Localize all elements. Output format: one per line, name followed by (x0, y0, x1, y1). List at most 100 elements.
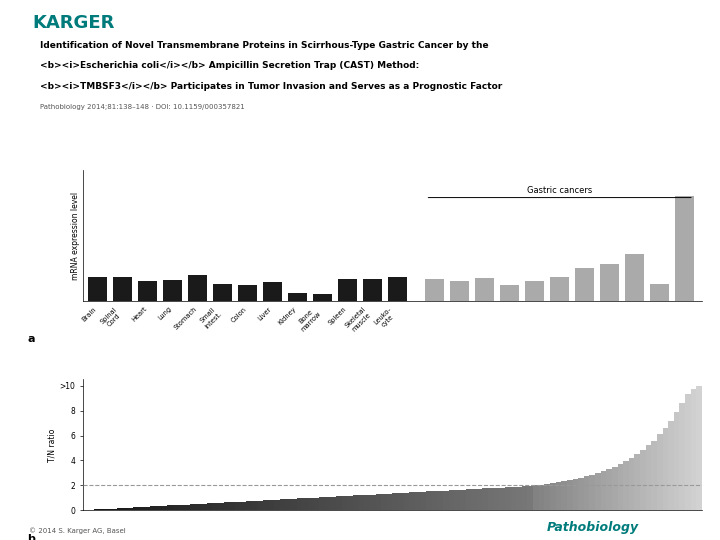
Text: <b><i>Escherichia coli</i></b> Ampicillin Secretion Trap (CAST) Method:: <b><i>Escherichia coli</i></b> Ampicilli… (40, 61, 419, 70)
Bar (494, 488, 500, 510)
Bar (438, 491, 443, 510)
Bar (313, 294, 332, 301)
Bar (319, 497, 325, 510)
Bar (297, 498, 302, 510)
Text: Pathobiology: Pathobiology (547, 521, 639, 534)
Bar (606, 469, 612, 510)
Bar (550, 483, 556, 510)
Bar (415, 492, 420, 510)
Bar (111, 509, 117, 510)
Bar (562, 481, 567, 510)
Bar (163, 280, 182, 301)
Bar (443, 490, 449, 510)
Text: Pathobiology 2014;81:138–148 · DOI: 10.1159/000357821: Pathobiology 2014;81:138–148 · DOI: 10.1… (40, 104, 244, 110)
Bar (128, 508, 133, 510)
Bar (674, 412, 680, 510)
Bar (584, 476, 590, 510)
Bar (229, 502, 235, 510)
Bar (330, 497, 336, 510)
Text: © 2014 S. Karger AG, Basel: © 2014 S. Karger AG, Basel (29, 527, 125, 534)
Bar (640, 450, 646, 510)
Bar (117, 508, 122, 510)
Bar (516, 487, 522, 510)
Bar (274, 500, 280, 510)
Text: <b><i>TMBSF3</i></b> Participates in Tumor Invasion and Serves as a Prognostic F: <b><i>TMBSF3</i></b> Participates in Tum… (40, 82, 502, 91)
Bar (347, 496, 353, 510)
Text: Identification of Novel Transmembrane Proteins in Scirrhous-Type Gastric Cancer : Identification of Novel Transmembrane Pr… (40, 40, 488, 50)
Bar (264, 282, 282, 301)
Bar (139, 507, 145, 510)
Bar (133, 507, 139, 510)
Bar (618, 464, 624, 510)
Bar (364, 495, 370, 510)
Bar (314, 497, 319, 510)
Bar (652, 441, 657, 510)
Bar (381, 494, 387, 510)
Bar (550, 276, 569, 301)
Bar (246, 501, 252, 510)
Bar (500, 285, 519, 301)
Bar (161, 506, 167, 510)
Bar (189, 275, 207, 301)
Bar (488, 488, 494, 510)
Bar (471, 489, 477, 510)
Bar (612, 467, 618, 510)
Bar (420, 492, 426, 510)
Bar (257, 501, 263, 510)
Bar (167, 505, 173, 510)
Bar (190, 504, 195, 510)
Bar (646, 446, 652, 510)
Text: b: b (27, 534, 35, 540)
Bar (238, 285, 257, 301)
Bar (675, 196, 694, 301)
Bar (288, 293, 307, 301)
Bar (325, 497, 330, 510)
Bar (240, 502, 246, 510)
Bar (213, 284, 232, 301)
Bar (590, 475, 595, 510)
Bar (426, 491, 432, 510)
Bar (600, 264, 619, 301)
Bar (685, 394, 690, 510)
Bar (432, 491, 438, 510)
Bar (466, 489, 471, 510)
Bar (285, 499, 291, 510)
Bar (212, 503, 218, 510)
Bar (544, 484, 550, 510)
Bar (269, 500, 274, 510)
Bar (179, 505, 184, 510)
Bar (572, 479, 578, 510)
Bar (370, 495, 376, 510)
Bar (363, 279, 382, 301)
Bar (122, 508, 128, 510)
Bar (308, 498, 314, 510)
Bar (522, 487, 528, 510)
Bar (336, 496, 342, 510)
Bar (451, 281, 469, 301)
Bar (404, 492, 409, 510)
Bar (510, 487, 516, 510)
Bar (475, 278, 494, 301)
Y-axis label: T/N ratio: T/N ratio (48, 428, 56, 462)
Bar (263, 500, 269, 510)
Bar (539, 485, 544, 510)
Bar (449, 490, 454, 510)
Bar (533, 485, 539, 510)
Bar (398, 493, 404, 510)
Text: KARGER: KARGER (32, 14, 114, 31)
Text: a: a (27, 334, 35, 343)
Bar (201, 504, 207, 510)
Bar (99, 509, 105, 510)
Bar (634, 454, 640, 510)
Text: Gastric cancers: Gastric cancers (527, 186, 593, 195)
Bar (392, 494, 398, 510)
Bar (505, 487, 510, 510)
Bar (650, 284, 669, 301)
Bar (426, 279, 444, 301)
Bar (138, 281, 157, 301)
Bar (387, 494, 392, 510)
Bar (113, 276, 132, 301)
Bar (173, 505, 179, 510)
Bar (342, 496, 347, 510)
Bar (145, 507, 150, 510)
